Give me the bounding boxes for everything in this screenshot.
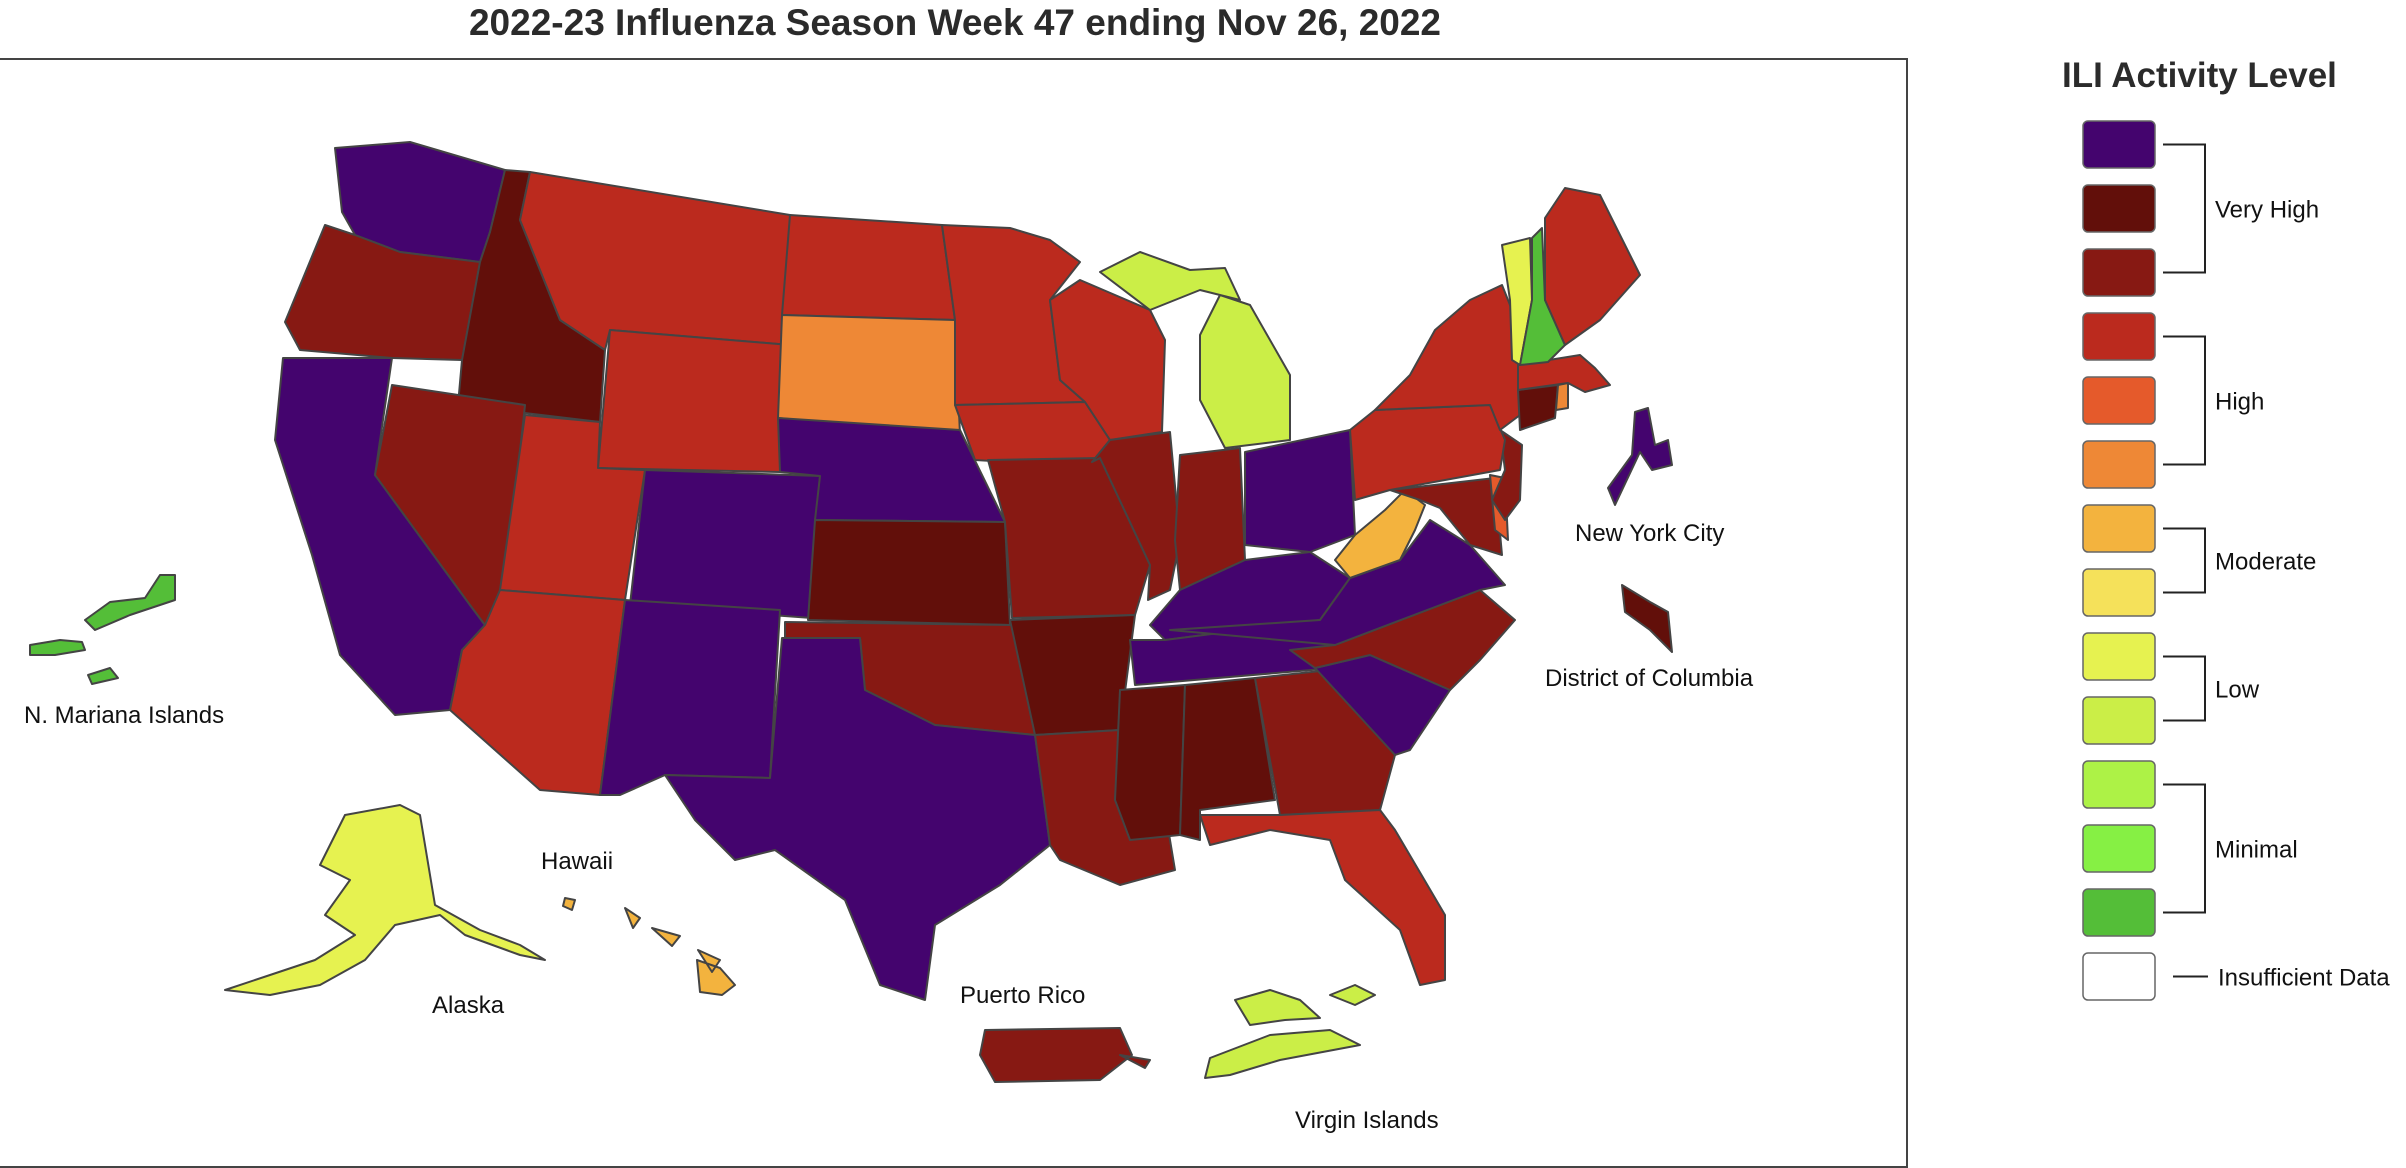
- label-new-york-city: New York City: [1575, 520, 1724, 547]
- legend-swatch-level-13: [2082, 120, 2156, 169]
- legend-swatch-level-1: [2082, 888, 2156, 937]
- state-ma[interactable]: [1517, 354, 1611, 393]
- legend-swatch-level-7: [2082, 504, 2156, 553]
- state-wy[interactable]: [597, 329, 791, 473]
- label-alaska: Alaska: [432, 992, 505, 1019]
- region-pr[interactable]: [979, 1027, 1151, 1083]
- legend-label-very-high: Very High: [2215, 197, 2319, 224]
- region-vi[interactable]: [1204, 984, 1376, 1079]
- region-dc[interactable]: [1621, 584, 1673, 653]
- legend-swatch-level-4: [2082, 696, 2156, 745]
- state-fl[interactable]: [1199, 809, 1446, 986]
- state-ms[interactable]: [1114, 684, 1186, 841]
- region-hi[interactable]: [562, 897, 736, 996]
- state-me[interactable]: [1544, 187, 1641, 346]
- region-mp[interactable]: [29, 574, 176, 685]
- state-tx[interactable]: [664, 637, 1051, 1001]
- state-nj[interactable]: [1491, 429, 1523, 521]
- legend-label-insufficient-data: Insufficient Data: [2218, 965, 2390, 992]
- label-district-of-columbia: District of Columbia: [1545, 665, 1754, 692]
- legend-swatches: Very High High Moderate Low Minimal Insuffici…: [2082, 120, 2390, 1001]
- legend-swatch-level-2: [2082, 824, 2156, 873]
- legend-bracket-3: [2163, 655, 2206, 722]
- state-nd[interactable]: [781, 214, 956, 321]
- legend-swatch-level-11: [2082, 248, 2156, 297]
- legend-label-minimal: Minimal: [2215, 837, 2298, 864]
- label-virgin-islands: Virgin Islands: [1295, 1107, 1439, 1134]
- legend-swatch-level-10: [2082, 312, 2156, 361]
- us-ili-map: New York City District of Columbia N. Ma…: [24, 141, 1754, 1134]
- state-wi[interactable]: [1049, 279, 1166, 441]
- legend-bracket-1: [2163, 335, 2206, 466]
- legend-label-high: High: [2215, 389, 2264, 416]
- legend-swatch-level-9: [2082, 376, 2156, 425]
- state-ct[interactable]: [1517, 384, 1559, 431]
- legend-swatch-level-3: [2082, 760, 2156, 809]
- legend-label-moderate: Moderate: [2215, 549, 2316, 576]
- legend-bracket-0: [2163, 143, 2206, 274]
- legend-swatch-level-6: [2082, 568, 2156, 617]
- state-ia[interactable]: [954, 401, 1111, 463]
- legend-title: ILI Activity Level: [2062, 56, 2337, 95]
- state-sd[interactable]: [777, 314, 961, 436]
- label-puerto-rico: Puerto Rico: [960, 982, 1085, 1009]
- legend-label-low: Low: [2215, 677, 2260, 704]
- state-nm[interactable]: [599, 599, 781, 796]
- legend-bracket-2: [2163, 527, 2206, 594]
- state-mi[interactable]: [1099, 251, 1291, 449]
- state-wv[interactable]: [1334, 489, 1426, 579]
- label-hawaii: Hawaii: [541, 848, 613, 875]
- legend-swatch-level-0: [2082, 952, 2156, 1001]
- state-va[interactable]: [1169, 519, 1506, 646]
- legend-swatch-level-12: [2082, 184, 2156, 233]
- region-ak[interactable]: [224, 804, 546, 996]
- legend-swatch-level-8: [2082, 440, 2156, 489]
- state-co[interactable]: [629, 469, 821, 619]
- label-n-mariana-islands: N. Mariana Islands: [24, 702, 224, 729]
- region-nyc[interactable]: [1607, 407, 1673, 506]
- state-nh[interactable]: [1519, 227, 1566, 366]
- state-il[interactable]: [1091, 431, 1181, 601]
- state-ri[interactable]: [1555, 382, 1569, 411]
- state-ks[interactable]: [807, 519, 1011, 626]
- state-oh[interactable]: [1244, 429, 1356, 553]
- legend-swatch-level-5: [2082, 632, 2156, 681]
- legend-bracket-4: [2163, 783, 2206, 914]
- map-title: 2022-23 Influenza Season Week 47 ending …: [468, 2, 1442, 43]
